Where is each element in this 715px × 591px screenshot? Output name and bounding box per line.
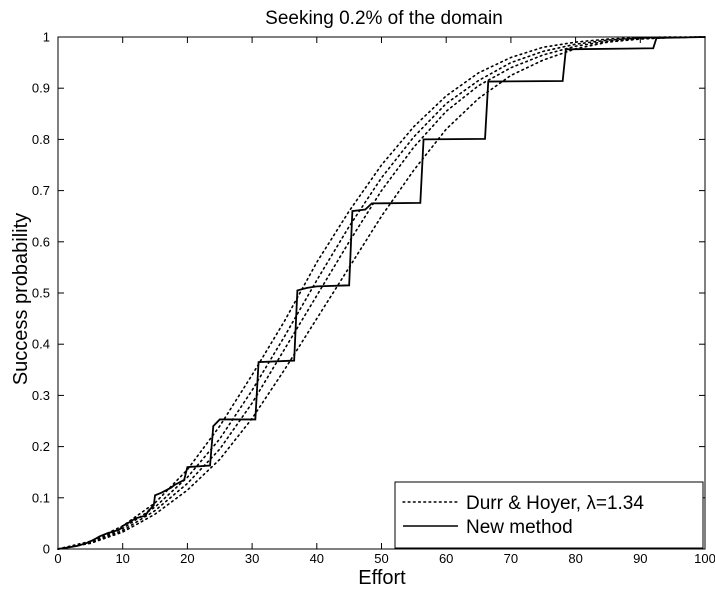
series-durr-hoyer-line-1 xyxy=(57,36,706,550)
y-tick-label-2: 0.2 xyxy=(32,439,50,454)
y-tick-label-6: 0.6 xyxy=(32,234,50,249)
x-tick-label-2: 20 xyxy=(180,551,194,566)
x-tick-label-6: 60 xyxy=(439,551,453,566)
legend-box xyxy=(394,481,704,549)
x-tick-label-5: 50 xyxy=(374,551,388,566)
x-tick-label-7: 70 xyxy=(504,551,518,566)
y-tick-label-9: 0.9 xyxy=(32,81,50,96)
legend: Durr & Hoyer, λ=1.34 New method xyxy=(394,481,704,549)
y-tick-label-3: 0.3 xyxy=(32,388,50,403)
y-tick-label-4: 0.4 xyxy=(32,337,50,352)
y-axis-label: Success probability xyxy=(10,213,32,385)
x-tick-label-0: 0 xyxy=(54,551,61,566)
y-tick-label-0: 0 xyxy=(43,542,50,557)
y-tick-label-8: 0.8 xyxy=(32,132,50,147)
series-layer xyxy=(57,36,706,550)
x-axis-label: Effort xyxy=(358,567,406,589)
series-durr-hoyer-line-0 xyxy=(57,36,706,550)
y-tick-label-1: 0.1 xyxy=(32,490,50,505)
y-tick-label-5: 0.5 xyxy=(32,286,50,301)
series-durr-hoyer-line-3 xyxy=(57,36,706,550)
series-new-method-line-0 xyxy=(57,36,706,550)
x-tick-label-9: 90 xyxy=(633,551,647,566)
y-tick-label-7: 0.7 xyxy=(32,183,50,198)
x-tick-label-4: 40 xyxy=(310,551,324,566)
legend-label-new-method: New method xyxy=(466,517,573,538)
series-durr-hoyer-line-2 xyxy=(57,36,706,550)
plot-area xyxy=(57,36,706,550)
ticks-group: 0 10 20 30 40 50 60 70 80 90 100 0 0.1 0.2 0.3 0.4 0.5 0.… xyxy=(32,30,715,567)
x-tick-label-1: 10 xyxy=(115,551,129,566)
chart-title: Seeking 0.2% of the domain xyxy=(265,8,503,29)
y-tick-label-10: 1 xyxy=(43,30,50,45)
x-tick-label-10: 100 xyxy=(694,551,715,566)
x-tick-label-8: 80 xyxy=(568,551,582,566)
x-tick-label-3: 30 xyxy=(245,551,259,566)
legend-label-durr-hoyer: Durr & Hoyer, λ=1.34 xyxy=(466,493,644,514)
